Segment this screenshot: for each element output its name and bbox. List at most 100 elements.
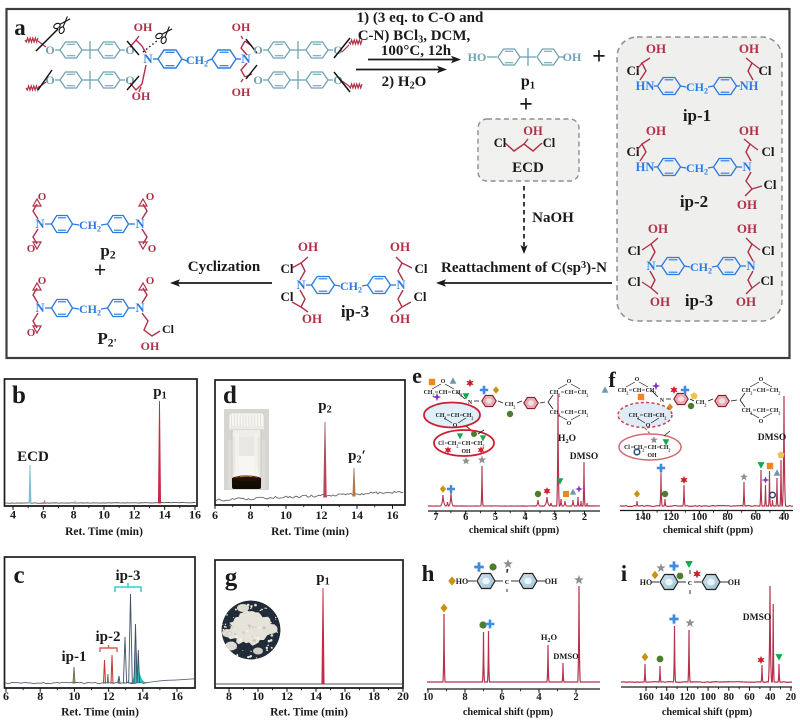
svg-text:OH: OH (647, 453, 657, 459)
svg-text:ip-3: ip-3 (685, 291, 713, 310)
svg-text:Cl: Cl (762, 243, 775, 258)
svg-text:CH2: CH2 (452, 390, 463, 398)
svg-text:8: 8 (226, 689, 232, 703)
svg-text:O: O (45, 73, 54, 87)
svg-text:6: 6 (463, 512, 468, 523)
svg-text:ECD: ECD (512, 160, 544, 176)
svg-text:8: 8 (71, 508, 77, 522)
svg-text:8: 8 (462, 692, 467, 703)
svg-text:CH2: CH2 (696, 400, 707, 408)
svg-text:OH: OH (523, 124, 543, 138)
svg-text:OH: OH (646, 41, 666, 56)
svg-text:Cl: Cl (628, 243, 641, 258)
svg-text:O: O (759, 377, 764, 383)
svg-text:12: 12 (316, 508, 328, 522)
svg-text:O: O (567, 421, 572, 427)
svg-text:e: e (412, 363, 422, 388)
svg-text:CH: CH (565, 410, 574, 416)
svg-text:N: N (35, 301, 44, 315)
svg-text:OH: OH (134, 20, 153, 34)
svg-text:NaOH: NaOH (532, 210, 574, 226)
svg-text:chemical shift (ppm): chemical shift (ppm) (463, 707, 553, 718)
svg-text:Cl: Cl (414, 289, 427, 304)
svg-text:OH: OH (298, 239, 318, 254)
svg-text:80: 80 (722, 512, 733, 523)
svg-text:CH: CH (757, 388, 766, 394)
svg-text:O: O (148, 243, 157, 255)
svg-text:CH: CH (633, 388, 642, 394)
svg-text:OH: OH (232, 85, 251, 99)
svg-text:O: O (27, 327, 36, 339)
svg-text:O: O (759, 419, 764, 425)
svg-text:CH2: CH2 (660, 445, 671, 453)
svg-text:40: 40 (779, 512, 790, 523)
svg-text:80: 80 (724, 692, 735, 703)
svg-text:3: 3 (552, 512, 557, 523)
svg-text:OH: OH (737, 197, 757, 212)
svg-text:chemical shift (ppm): chemical shift (ppm) (469, 525, 559, 536)
svg-text:O: O (253, 73, 262, 87)
svg-text:OH: OH (648, 221, 668, 236)
svg-text:O: O (125, 43, 134, 57)
svg-text:Cyclization: Cyclization (188, 259, 261, 275)
svg-text:p2′: p2′ (348, 448, 366, 466)
svg-text:Cl: Cl (162, 322, 175, 336)
svg-text:60: 60 (744, 692, 755, 703)
svg-text:i: i (621, 561, 628, 586)
svg-text:H2O: H2O (541, 632, 558, 644)
svg-text:Cl: Cl (415, 261, 428, 276)
svg-text:O: O (253, 43, 262, 57)
svg-text:120: 120 (680, 692, 696, 703)
svg-text:Cl: Cl (624, 445, 630, 451)
svg-text:14: 14 (310, 689, 322, 703)
svg-text:OH: OH (646, 123, 666, 138)
svg-text:DMSO: DMSO (743, 613, 772, 623)
svg-text:ip-2: ip-2 (680, 192, 708, 211)
svg-text:O: O (333, 43, 342, 57)
svg-text:h: h (422, 561, 435, 586)
svg-text:OH: OH (390, 239, 410, 254)
svg-text:Cl: Cl (627, 144, 640, 159)
svg-text:O: O (567, 379, 572, 385)
svg-text:100: 100 (700, 692, 716, 703)
svg-text:C: C (688, 581, 692, 587)
svg-text:8: 8 (37, 689, 43, 703)
svg-text:12: 12 (103, 689, 115, 703)
svg-text:CH: CH (462, 441, 471, 447)
svg-text:CH2: CH2 (646, 388, 657, 396)
svg-text:H2O: H2O (558, 434, 576, 445)
svg-text:Cl: Cl (761, 273, 774, 288)
svg-text:60: 60 (751, 512, 762, 523)
svg-text:6: 6 (40, 508, 46, 522)
svg-text:N: N (296, 278, 305, 292)
svg-text:CH2: CH2 (629, 413, 640, 421)
svg-text:OH: OH (737, 221, 757, 236)
svg-text:14: 14 (351, 508, 363, 522)
svg-text:140: 140 (659, 692, 675, 703)
svg-text:Cl: Cl (762, 144, 775, 159)
svg-text:6: 6 (3, 689, 9, 703)
svg-text:N: N (742, 160, 751, 174)
svg-text:10: 10 (68, 689, 80, 703)
svg-text:Cl: Cl (281, 261, 294, 276)
svg-text:OH: OH (232, 20, 251, 34)
svg-text:ip-3: ip-3 (115, 568, 140, 584)
svg-text:CH2: CH2 (340, 279, 362, 295)
svg-text:OH: OH (563, 50, 582, 64)
svg-text:N: N (135, 217, 144, 231)
svg-text:Cl: Cl (494, 136, 507, 150)
svg-text:CH2: CH2 (550, 390, 561, 398)
svg-text:CH2: CH2 (505, 402, 516, 410)
svg-text:CH2: CH2 (79, 302, 101, 318)
svg-text:O: O (27, 243, 36, 255)
svg-text:ip-3: ip-3 (341, 302, 369, 321)
svg-text:OH: OH (141, 339, 160, 353)
svg-text:O: O (646, 423, 651, 429)
svg-text:O: O (38, 191, 47, 203)
svg-text:4: 4 (522, 512, 528, 523)
svg-text:40: 40 (765, 692, 776, 703)
svg-text:18: 18 (368, 689, 380, 703)
svg-text:N: N (143, 51, 153, 66)
svg-text:CH2: CH2 (474, 441, 485, 449)
svg-text:CH2: CH2 (436, 413, 447, 421)
